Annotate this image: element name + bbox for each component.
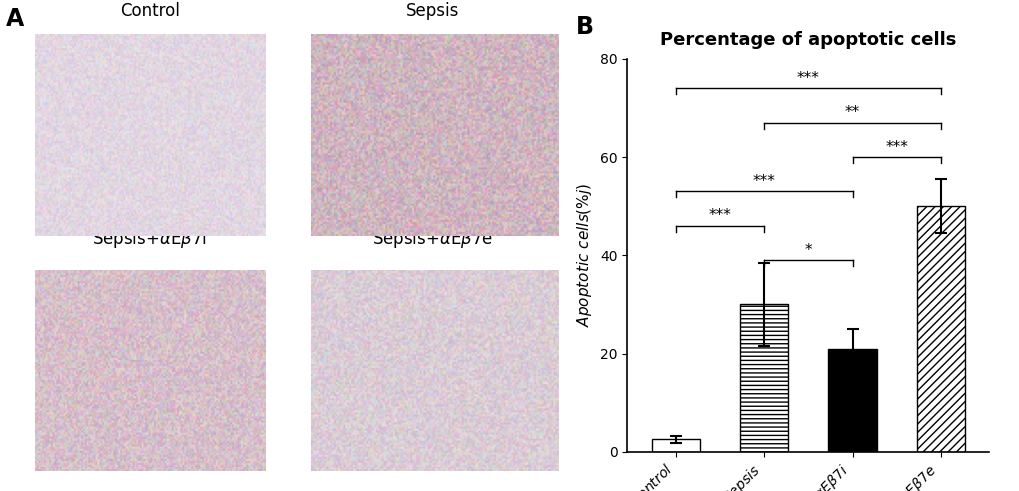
Bar (916, 206, 964, 452)
Text: Sepsis: Sepsis (406, 1, 459, 20)
Text: Control: Control (120, 1, 179, 20)
Text: **: ** (844, 105, 859, 120)
Text: *: * (804, 243, 811, 258)
Text: Sepsis+$\alpha$E$\beta$7i: Sepsis+$\alpha$E$\beta$7i (93, 228, 207, 250)
Bar (827, 349, 876, 452)
Y-axis label: $\it{Apoptotic\ cells(\%j)}$: $\it{Apoptotic\ cells(\%j)}$ (575, 183, 594, 327)
Text: ***: *** (796, 71, 819, 86)
Bar (739, 304, 788, 452)
Title: Percentage of apoptotic cells: Percentage of apoptotic cells (659, 31, 956, 49)
Text: Sepsis+$\alpha$E$\beta$7e: Sepsis+$\alpha$E$\beta$7e (371, 228, 492, 250)
Text: B: B (576, 15, 594, 39)
Text: ***: *** (752, 174, 774, 189)
Bar (651, 439, 699, 452)
Text: A: A (6, 7, 24, 31)
Text: ***: *** (884, 139, 907, 155)
Text: ***: *** (708, 208, 731, 223)
